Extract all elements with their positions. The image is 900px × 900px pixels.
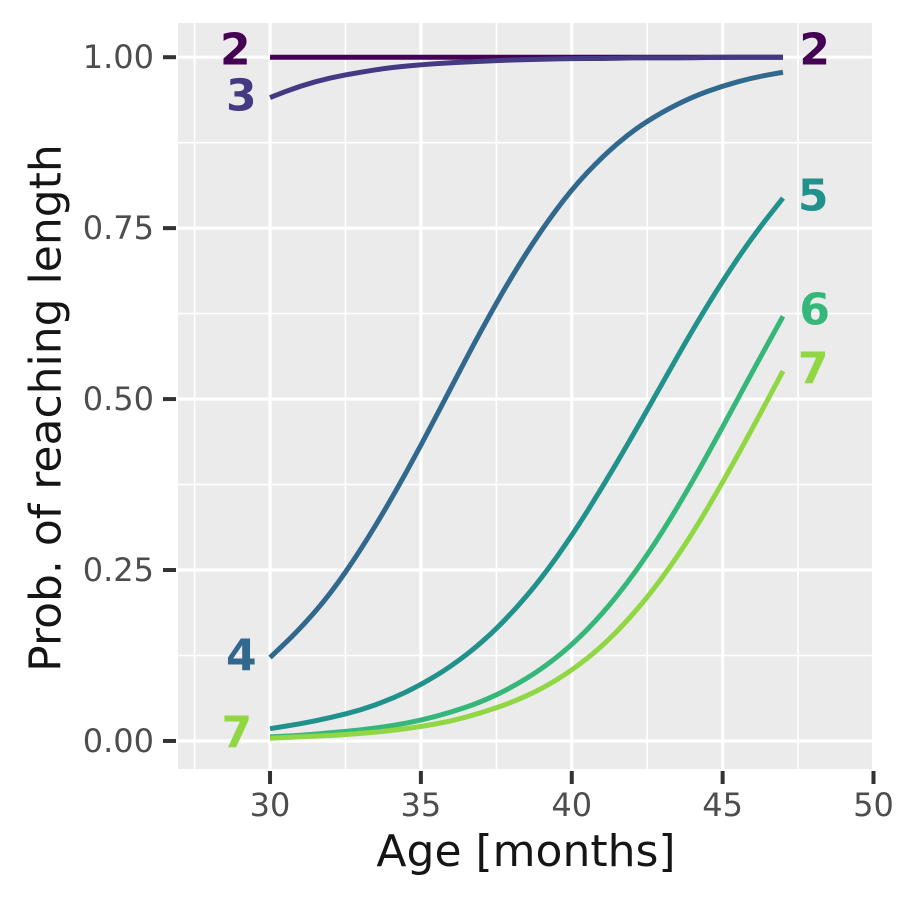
line-label-right-5: 5 — [797, 170, 829, 222]
series-line-6 — [269, 315, 786, 740]
y-tick-label: 0.75 — [82, 209, 154, 248]
y-tick-label: 0.00 — [82, 721, 154, 760]
x-tick-label: 35 — [400, 786, 442, 824]
line-label-right-2: 2 — [799, 24, 830, 76]
series-line-4 — [268, 69, 784, 660]
line-label-left-2: 2 — [220, 24, 251, 76]
x-tick-label: 40 — [551, 786, 593, 824]
y-axis-title: Prob. of reaching length — [20, 144, 72, 672]
line-label-left-4: 4 — [226, 630, 257, 682]
x-tick-label: 45 — [702, 786, 743, 824]
line-label-left-7: 7 — [221, 707, 253, 759]
x-tick-label: 30 — [249, 786, 291, 824]
x-tick-label: 50 — [853, 786, 894, 824]
line-label-right-7: 7 — [797, 343, 829, 395]
line-label-left-3: 3 — [226, 70, 257, 122]
x-axis-title: Age [months] — [376, 826, 676, 877]
y-tick-label: 0.25 — [82, 551, 154, 590]
y-tick-label: 1.00 — [82, 38, 154, 77]
line-label-right-6: 6 — [799, 284, 830, 336]
series-line-5 — [269, 196, 785, 732]
series-line-7 — [269, 369, 786, 741]
y-tick-label: 0.50 — [82, 380, 154, 419]
panel-background — [178, 23, 875, 769]
series-line-3 — [269, 54, 783, 100]
